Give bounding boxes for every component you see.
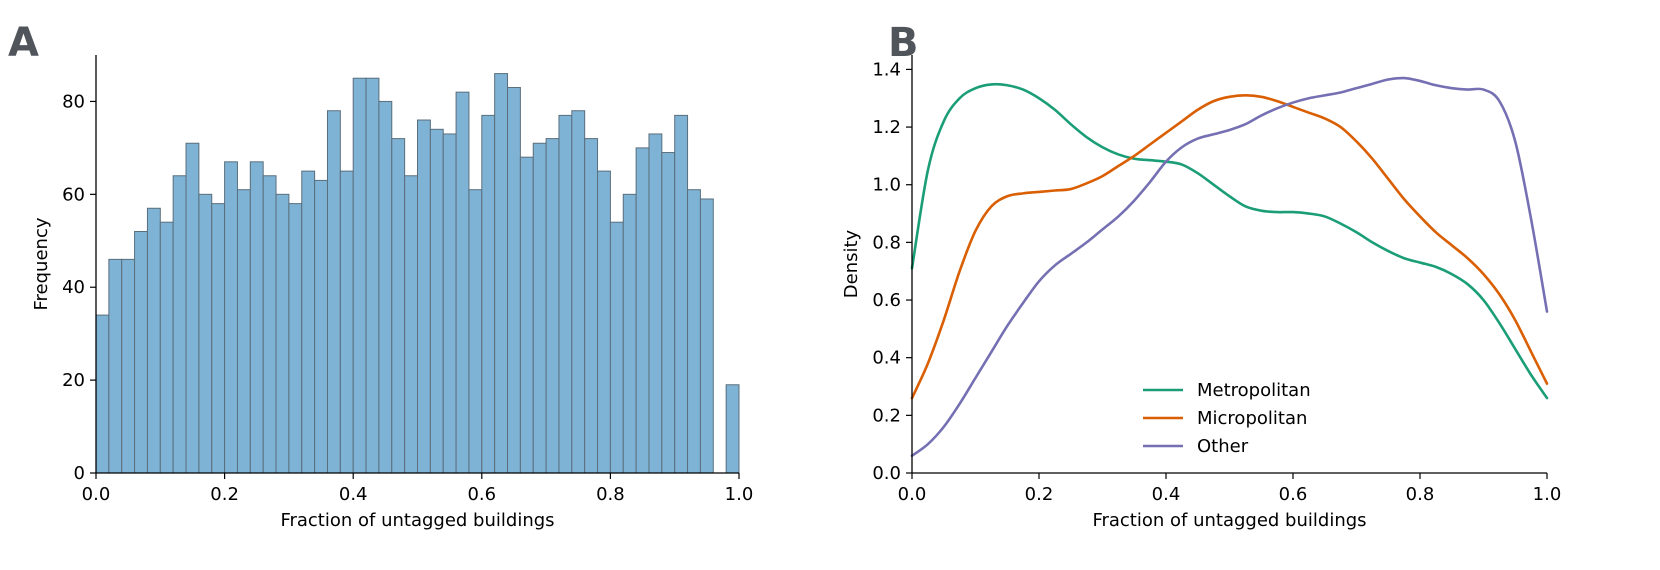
series-line-metropolitan [910,82,1549,400]
legend-label-other: Other [1197,436,1249,457]
histogram-bar [314,179,328,474]
histogram-bar [468,189,483,474]
x-tick-label-a: 0.4 [339,484,368,505]
histogram-bar [172,175,187,474]
x-tick-label-b: 0.0 [898,484,927,505]
histogram-bar [95,314,110,474]
histogram-bar [159,221,174,474]
x-tick-label-a: 0.2 [210,484,239,505]
y-tick-label-a: 0 [74,463,85,484]
histogram-bar [622,193,637,474]
axes-b: 0.0 0.2 0.4 0.6 0.8 1.0 0.0 0.2 0.4 0.6 0.8 1.0 1.2 1… [872,55,1561,505]
histogram-bar [326,110,341,474]
histogram-bar [494,73,509,474]
density-lines [910,76,1549,457]
x-tick-label-b: 0.4 [1152,484,1181,505]
histogram-bar [352,77,367,474]
histogram-bar [674,114,689,474]
y-axis-title-b: Density [841,229,862,298]
panel-label-b: B [888,20,919,66]
histogram-bar [429,128,444,474]
histogram-bar [519,156,534,474]
legend-label-metropolitan: Metropolitan [1197,380,1311,401]
y-tick-label-b: 1.4 [872,59,901,80]
x-tick-label-b: 1.0 [1533,484,1562,505]
histogram-bar [609,221,624,474]
x-tick-label-a: 0.8 [596,484,625,505]
x-tick-label-b: 0.8 [1406,484,1435,505]
histogram-bar [725,384,740,474]
histogram-bar [417,119,431,474]
y-tick-label-b: 1.2 [872,117,901,138]
x-axis-title-a: Fraction of untagged buildings [280,510,554,531]
histogram-bar [532,142,547,474]
y-tick-label-b: 1.0 [872,175,901,196]
histogram-bar [481,114,496,474]
histogram-bar [288,203,303,474]
histogram-bar [339,170,354,474]
histogram-bar [185,142,200,474]
x-tick-label-b: 0.2 [1025,484,1054,505]
axes-a: 0.0 0.2 0.4 0.6 0.8 1.0 0 20 40 60 80 [62,55,753,505]
y-tick-label-b: 0.2 [872,405,901,426]
panel-label-a: A [8,20,39,66]
histogram-bar [391,138,406,474]
histogram-bar [507,87,521,474]
legend-label-micropolitan: Micropolitan [1197,408,1307,429]
histogram-bar [455,91,470,474]
legend: Metropolitan Micropolitan Other [1143,380,1311,457]
histogram-bar [571,110,586,474]
y-tick-label-a: 60 [62,184,85,205]
x-tick-label-b: 0.6 [1279,484,1308,505]
x-tick-label-a: 0.6 [467,484,496,505]
histogram-bar [558,114,573,474]
histogram-bar [699,198,714,474]
histogram-bars [95,73,740,474]
histogram-bar [275,193,290,474]
histogram-bar [211,203,226,474]
histogram-bar [301,170,316,474]
histogram-bar [224,161,238,474]
histogram-bar [545,138,560,474]
series-line-other [910,76,1549,457]
series-line-micropolitan [910,94,1549,400]
histogram-bar [404,175,419,474]
x-tick-label-a: 1.0 [725,484,754,505]
histogram-bar [648,133,663,474]
y-tick-label-a: 20 [62,370,85,391]
histogram-bar [584,138,599,474]
histogram-bar [134,230,148,474]
y-axis-title-a: Frequency [31,217,52,310]
y-tick-label-a: 40 [62,277,85,298]
histogram-bar [249,161,264,474]
histogram-bar [198,193,213,474]
y-tick-label-b: 0.8 [872,232,901,253]
histogram-bar [121,258,136,474]
panel-a: A 0.0 0.2 0.4 0.6 0.8 1.0 0 20 40 60 80 Fraction o… [8,20,753,531]
y-tick-label-b: 0.6 [872,290,901,311]
histogram-bar [378,100,393,474]
panel-b: B 0.0 0.2 0.4 0.6 0.8 1.0 0.0 0.2 0.4 0.6 0.8 1.0 1.… [841,20,1561,531]
x-axis-title-b: Fraction of untagged buildings [1092,510,1366,531]
histogram-bar [687,189,701,474]
histogram-bar [146,207,161,474]
histogram-bar [236,189,251,474]
x-tick-label-a: 0.0 [82,484,111,505]
histogram-bar [108,258,123,474]
histogram-bar [442,133,457,474]
y-tick-label-b: 0.0 [872,463,901,484]
y-tick-label-a: 80 [62,91,85,112]
histogram-bar [597,170,611,474]
histogram-bar [661,152,676,474]
histogram-bar [635,147,650,474]
histogram-bar [262,175,277,474]
histogram-bar [365,77,380,474]
y-tick-label-b: 0.4 [872,348,901,369]
